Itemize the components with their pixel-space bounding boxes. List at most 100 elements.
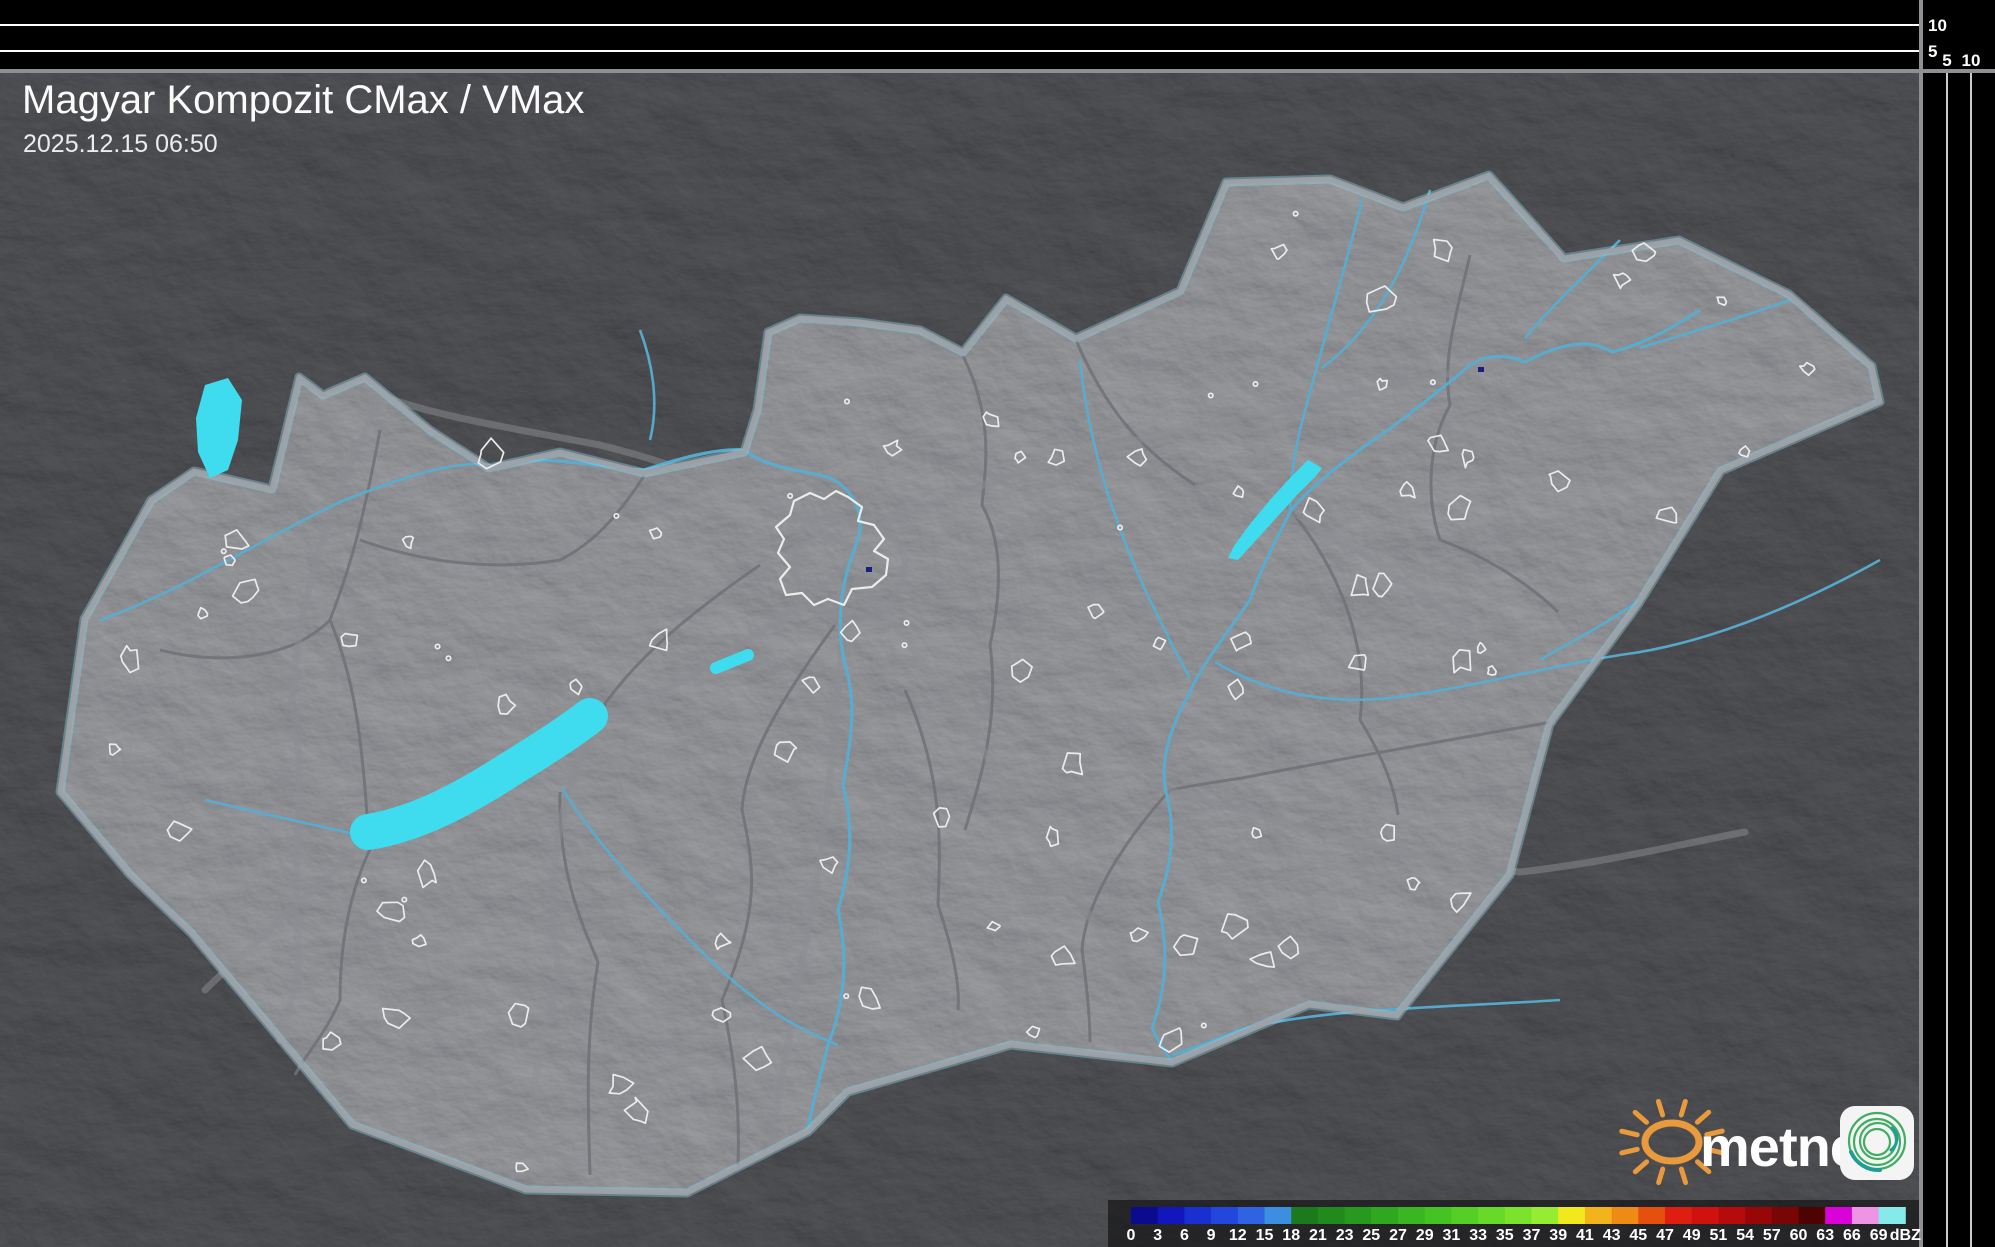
lake-balaton (350, 698, 608, 850)
sun-ray (1704, 1146, 1725, 1156)
dbz-cell (1531, 1207, 1559, 1224)
settlement-outline (1452, 649, 1472, 674)
dbz-cell (1264, 1207, 1292, 1224)
settlement-outline (613, 512, 620, 519)
settlement-outline (1376, 377, 1389, 391)
settlement-outline (434, 643, 441, 650)
country-fill (60, 175, 1880, 1193)
dbz-tick-label: 31 (1443, 1227, 1461, 1244)
sun-ray (1656, 1166, 1666, 1186)
settlement-outline (1158, 1027, 1183, 1053)
settlement-outline (1631, 242, 1657, 263)
dbz-cell (1558, 1207, 1586, 1224)
settlement-outline (1365, 285, 1398, 313)
dbz-cell (1638, 1207, 1666, 1224)
settlement-outline (322, 1031, 342, 1051)
settlement-outline (224, 529, 250, 550)
settlement-outline (340, 632, 359, 648)
dbz-tick-label: 51 (1710, 1227, 1728, 1244)
settlement-outline (220, 548, 227, 555)
dbz-colorbar-labels: 0 3 6 9 12 15 18 21 23 25 27 29 31 33 35 37 39 41 43 45 47 49… (1127, 1227, 1922, 1244)
settlement-outline (648, 527, 663, 540)
sun-ray (1632, 1109, 1649, 1125)
sun-ray (1678, 1098, 1688, 1118)
sun-ray (1655, 1098, 1666, 1118)
map-area (0, 70, 1921, 1247)
dbz-tick-label: 39 (1549, 1227, 1567, 1244)
metnet-logo: metnet (1619, 1098, 1914, 1186)
settlement-outline (497, 693, 517, 715)
settlement-outline (376, 901, 406, 923)
dbz-cell (1665, 1207, 1693, 1224)
lakes (196, 378, 1322, 850)
settlement-outline (1172, 934, 1199, 957)
settlement-outline (1117, 524, 1124, 531)
settlement-outline (1207, 392, 1214, 399)
metnet-spiral-icon (1840, 1106, 1914, 1180)
radar-echo (866, 567, 872, 572)
settlement-outline (1738, 445, 1751, 458)
settlement-outline (1010, 658, 1033, 683)
settlement-outline (843, 993, 850, 1000)
top-scale-label-10: 10 (1928, 16, 1947, 35)
settlement-outline (1399, 480, 1416, 499)
dbz-cell (1745, 1207, 1773, 1224)
timestamp: 2025.12.15 06:50 (23, 130, 218, 158)
settlement-outline (858, 986, 881, 1010)
sun-ray (1704, 1128, 1725, 1138)
dbz-tick-label: 23 (1336, 1227, 1354, 1244)
dbz-tick-label: 37 (1523, 1227, 1541, 1244)
settlement-outline (411, 934, 427, 948)
sun-ray (1695, 1159, 1712, 1175)
settlement-outline (1252, 380, 1259, 388)
settlement-outline (901, 642, 908, 649)
settlement-outline (986, 920, 1001, 932)
settlement-outline (231, 578, 260, 604)
settlement-outline (1227, 678, 1244, 701)
settlement-outline (1277, 935, 1300, 960)
river-tisza (1150, 308, 1701, 1063)
settlement-outline (773, 741, 798, 763)
dbz-tick-label: 57 (1763, 1227, 1781, 1244)
dbz-cell (1771, 1207, 1799, 1224)
settlement-outline (1447, 494, 1472, 521)
settlement-outline (1476, 641, 1487, 654)
settlement-outline (623, 1096, 649, 1125)
dbz-cell (1184, 1207, 1212, 1224)
settlement-outline (1249, 951, 1276, 968)
dbz-cell (1451, 1207, 1479, 1224)
dbz-cell (1878, 1207, 1906, 1224)
dbz-cell (1504, 1207, 1532, 1224)
dbz-cell (1291, 1207, 1319, 1224)
settlement-outline (1270, 243, 1288, 260)
settlement-outline (1047, 448, 1066, 466)
dbz-tick-label: 49 (1683, 1227, 1701, 1244)
dbz-tick-label: 43 (1603, 1227, 1621, 1244)
radar-echoes (866, 367, 1484, 572)
dbz-tick-label: 15 (1256, 1227, 1274, 1244)
settlement-outline (1087, 603, 1105, 620)
dbz-tick-label: 29 (1416, 1227, 1434, 1244)
outside-country-shade (0, 70, 1921, 1247)
settlement-outline (401, 896, 408, 903)
settlement-outline (1486, 665, 1497, 676)
radar-echo (1478, 367, 1484, 372)
settlement-outline (1050, 945, 1076, 966)
dbz-cell (1237, 1207, 1265, 1224)
settlement-outline (1014, 450, 1027, 464)
settlement-outline (1372, 572, 1393, 598)
settlement-outline (742, 1045, 773, 1072)
settlement-outline (360, 877, 367, 884)
settlement-outline (108, 743, 122, 756)
right-scale-label-10: 10 (1962, 51, 1981, 70)
settlement-outline (1152, 636, 1167, 651)
settlement-outline (1347, 653, 1367, 671)
settlement-outline (1126, 448, 1148, 467)
settlement-outline (515, 1162, 529, 1173)
settlement-outline (843, 398, 851, 405)
right-panel-bg (1923, 0, 1995, 1247)
sun-ray (1678, 1166, 1689, 1186)
dbz-tick-label: 27 (1389, 1227, 1407, 1244)
dbz-cell (1157, 1207, 1185, 1224)
settlement-outline (1655, 506, 1678, 524)
